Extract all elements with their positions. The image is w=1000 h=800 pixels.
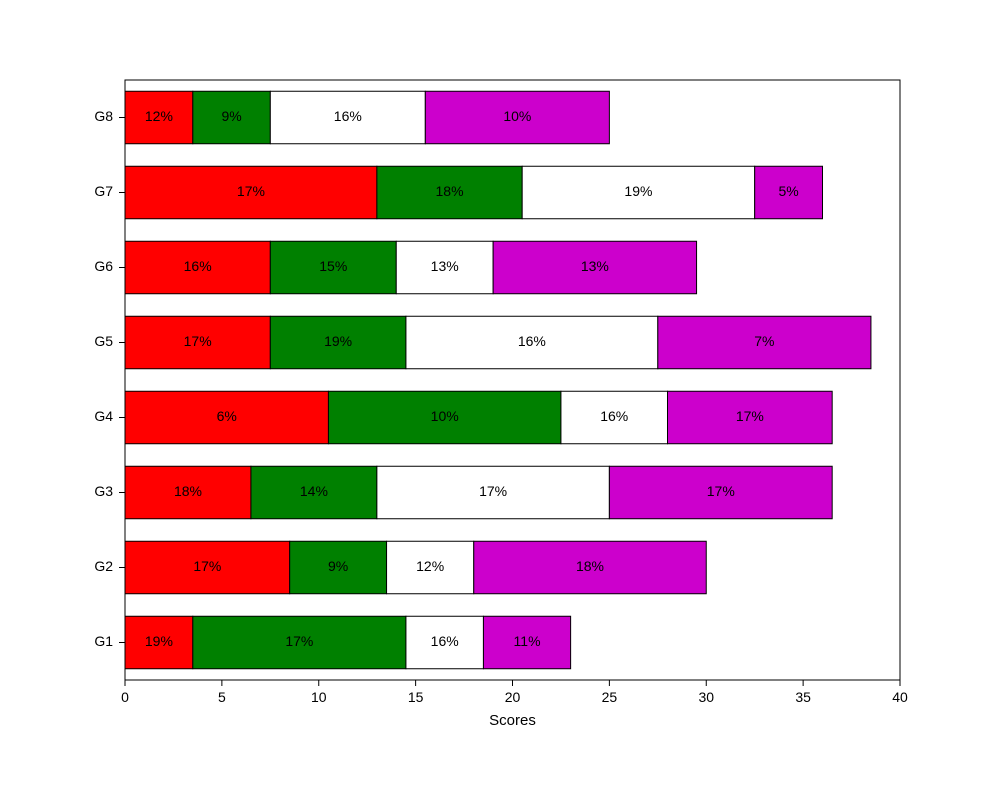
x-axis-title: Scores bbox=[489, 712, 536, 729]
bar-segment-label: 17% bbox=[707, 483, 735, 499]
bar-segment-label: 19% bbox=[624, 183, 652, 199]
bar-segment-label: 19% bbox=[145, 633, 173, 649]
bar-segment-label: 16% bbox=[518, 333, 546, 349]
x-tick-label: 25 bbox=[602, 689, 618, 705]
y-tick-label: G4 bbox=[94, 408, 113, 424]
bar-segment-label: 12% bbox=[145, 108, 173, 124]
bar-segment-label: 16% bbox=[334, 108, 362, 124]
x-tick-label: 35 bbox=[795, 689, 811, 705]
bar-segment-label: 10% bbox=[503, 108, 531, 124]
bar-segment-label: 17% bbox=[184, 333, 212, 349]
y-tick-label: G8 bbox=[94, 108, 113, 124]
bar-segment-label: 18% bbox=[576, 558, 604, 574]
x-tick-label: 20 bbox=[505, 689, 521, 705]
bar-segment-label: 16% bbox=[600, 408, 628, 424]
x-tick-label: 15 bbox=[408, 689, 424, 705]
bar-segment-label: 17% bbox=[736, 408, 764, 424]
bar-segment-label: 17% bbox=[237, 183, 265, 199]
bar-segment-label: 12% bbox=[416, 558, 444, 574]
bar-segment-label: 9% bbox=[328, 558, 348, 574]
x-tick-label: 30 bbox=[698, 689, 714, 705]
bar-segment-label: 13% bbox=[581, 258, 609, 274]
x-tick-label: 40 bbox=[892, 689, 908, 705]
bar-segment-label: 17% bbox=[285, 633, 313, 649]
x-tick-label: 0 bbox=[121, 689, 129, 705]
bar-segment-label: 10% bbox=[431, 408, 459, 424]
bar-segment-label: 14% bbox=[300, 483, 328, 499]
bar-segment-label: 16% bbox=[431, 633, 459, 649]
bar-segment-label: 13% bbox=[431, 258, 459, 274]
bar-segment-label: 17% bbox=[193, 558, 221, 574]
bar-segment-label: 17% bbox=[479, 483, 507, 499]
y-tick-label: G7 bbox=[94, 183, 113, 199]
bar-segment-label: 5% bbox=[778, 183, 798, 199]
bar-segment-label: 9% bbox=[221, 108, 241, 124]
stacked-bar-chart: 0 5 10 15 20 25 30 35 40 Scores G1 G2 G3 G4 G5 G6 G7 G8 19… bbox=[0, 0, 1000, 800]
x-tick-label: 10 bbox=[311, 689, 327, 705]
bar-segment-label: 15% bbox=[319, 258, 347, 274]
bar-segment-label: 19% bbox=[324, 333, 352, 349]
y-tick-label: G6 bbox=[94, 258, 113, 274]
y-tick-label: G1 bbox=[94, 633, 113, 649]
y-tick-label: G2 bbox=[94, 558, 113, 574]
bar-segment-label: 6% bbox=[217, 408, 237, 424]
bar-segment-label: 16% bbox=[184, 258, 212, 274]
x-tick-label: 5 bbox=[218, 689, 226, 705]
bar-segment-label: 18% bbox=[174, 483, 202, 499]
bar-segment-label: 11% bbox=[514, 633, 541, 649]
y-tick-label: G3 bbox=[94, 483, 113, 499]
bar-segment-label: 7% bbox=[754, 333, 774, 349]
bar-segment-label: 18% bbox=[436, 183, 464, 199]
y-tick-label: G5 bbox=[94, 333, 113, 349]
